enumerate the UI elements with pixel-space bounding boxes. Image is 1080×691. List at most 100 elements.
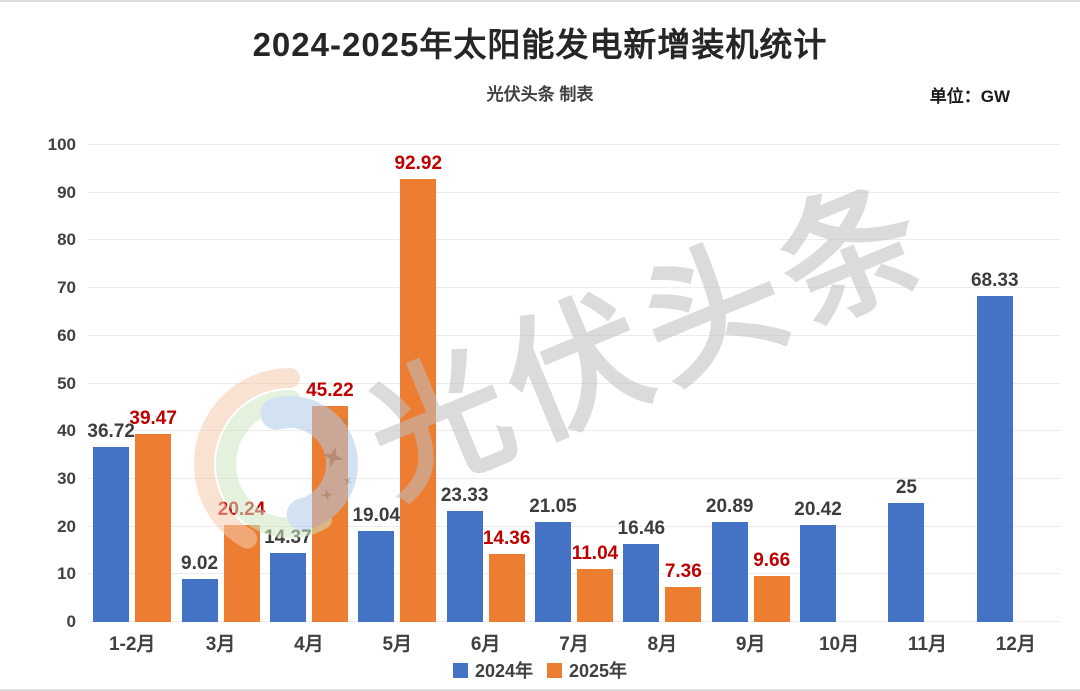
bar-value-label: 23.33 [440,484,489,506]
bar-group-9月: 20.89 9.66 [706,145,795,622]
bar-group-4月: 14.37 45.22 [264,145,354,622]
bar-value-label: 20.24 [217,499,266,521]
x-axis-label-4月: 4月 [294,634,324,655]
y-axis-tick-label: 10 [57,564,76,584]
bar-group-8月: 16.46 7.36 [618,145,706,622]
bar-value-label: 14.37 [264,527,312,549]
x-axis-label-1-2月: 1-2月 [108,634,156,655]
x-axis-label-9月: 9月 [735,634,766,655]
x-axis-label-3月: 3月 [205,634,236,655]
bar-2024年-11月: 25 [888,477,925,622]
y-axis-tick-label: 70 [57,278,76,298]
bar-value-label: 20.89 [705,496,754,518]
bar-value-label: 21.05 [529,495,577,517]
bar-slot-series2: 11.04 [572,543,618,622]
y-axis-tick-label: 100 [47,135,76,154]
bar-2024年-10月: 20.42 [794,499,842,622]
bar-group-3月: 9.02 20.24 [176,145,265,622]
bar-group-12月: 68.33 [971,145,1060,622]
bar-value-label: 14.36 [482,527,531,549]
legend-swatch-icon [452,662,468,678]
bar-2024年-1-2月: 36.72 [87,421,135,622]
bar-value-label: 36.72 [87,420,135,442]
bar-slot-series1: 23.33 [441,485,488,622]
bar-group-10月: 20.42 [794,145,883,622]
y-axis-tick-label: 50 [57,373,76,393]
bar-2024年-12月: 68.33 [971,270,1019,622]
bar-group-6月: 23.33 14.36 [441,145,530,622]
bar-value-label: 20.42 [794,498,842,520]
legend-item-2025年: 2025年 [547,657,627,683]
x-axis-label-8月: 8月 [647,634,678,655]
unit-label: 单位：GW [929,87,1010,106]
bar-slot-series1: 19.04 [352,505,400,622]
chart-subtitle: 光伏头条 制表 [486,85,594,104]
bar-slot-series2: 7.36 [665,561,702,622]
bar-value-label: 45.22 [306,380,354,402]
bar-2025年-8月: 7.36 [665,561,702,622]
bar-group-11月: 25 [883,145,971,622]
bar-2025年-6月: 14.36 [483,528,530,622]
legend-item-2024年: 2024年 [452,657,533,683]
chart-legend: 2024年 2025年 [0,657,1080,683]
y-axis-tick-label: 80 [57,230,76,250]
x-axis-label-11月: 11月 [907,634,947,655]
gridline [88,144,1060,145]
bar-2024年-9月: 20.89 [706,496,753,622]
bar-slot-series1: 68.33 [971,270,1019,622]
bar-value-label: 9.66 [753,549,791,571]
bar-2025年-4月: 45.22 [306,380,354,622]
bar-2024年-6月: 23.33 [441,485,488,622]
gridline [88,191,1060,193]
gridline [88,239,1060,241]
bar-group-7月: 21.05 11.04 [529,145,618,622]
bar-value-label: 19.04 [352,505,401,527]
x-axis-label-10月: 10月 [818,634,860,655]
bar-value-label: 16.46 [617,517,666,539]
y-axis-tick-label: 60 [57,325,76,345]
x-axis-label-6月: 6月 [470,634,501,655]
bar-2025年-7月: 11.04 [572,543,618,622]
bar-value-label: 7.36 [664,560,702,582]
bar-slot-series2: 20.24 [218,499,265,622]
gridline [88,430,1060,432]
x-axis-labels: 1-2月 3月 4月 5月 6月 7月 8月 9月 10月 11月 12月 [88,629,1060,656]
bar-2025年-1-2月: 39.47 [129,408,177,622]
bar-2024年-8月: 16.46 [618,518,665,622]
bar-slot-series2: 92.92 [394,153,442,622]
chart-title: 2024-2025年太阳能发电新增装机统计 [252,26,828,63]
gridline [88,382,1060,384]
x-axis-label-7月: 7月 [559,634,589,655]
bar-2024年-3月: 9.02 [181,553,218,622]
bar-group-5月: 19.04 92.92 [352,145,442,622]
gridline [88,477,1060,479]
y-axis-tick-label: 30 [57,468,76,488]
bar-slot-series1: 16.46 [618,518,665,622]
bar-2024年-4月: 14.37 [264,527,312,622]
bar-slot-series2: 45.22 [306,380,354,622]
bar-value-label: 92.92 [394,152,443,174]
bar-value-label: 11.04 [571,543,619,565]
bar-slot-series1: 25 [888,477,925,622]
bar-value-label: 39.47 [129,407,177,429]
y-axis-tick-label: 20 [57,516,76,536]
bar-slot-series1: 20.42 [794,499,842,622]
bar-group-1-2月: 36.72 39.47 [87,145,177,622]
bar-slot-series2: 14.36 [483,528,530,622]
bar-slot-series2: 39.47 [129,408,177,622]
gridline [88,573,1060,575]
legend-label: 2024年 [474,661,533,681]
bar-2025年-5月: 92.92 [394,153,442,622]
bar-value-label: 68.33 [970,270,1019,292]
plot-area: 0 10 20 30 40 50 60 70 80 90 100 36.72 39.47 9.02 20.2… [48,135,1060,631]
bar-slot-series1: 14.37 [264,527,312,622]
bar-slot-series1: 20.89 [706,496,753,622]
y-axis-tick-label: 40 [57,421,76,441]
bar-2024年-7月: 21.05 [529,496,577,622]
y-axis-tick-label: 0 [66,612,76,631]
y-axis-tick-label: 90 [57,182,76,202]
gridline [88,621,1060,622]
bar-2025年-3月: 20.24 [218,499,265,622]
bar-2025年-9月: 9.66 [753,550,790,622]
x-axis-label-12月: 12月 [995,634,1036,655]
